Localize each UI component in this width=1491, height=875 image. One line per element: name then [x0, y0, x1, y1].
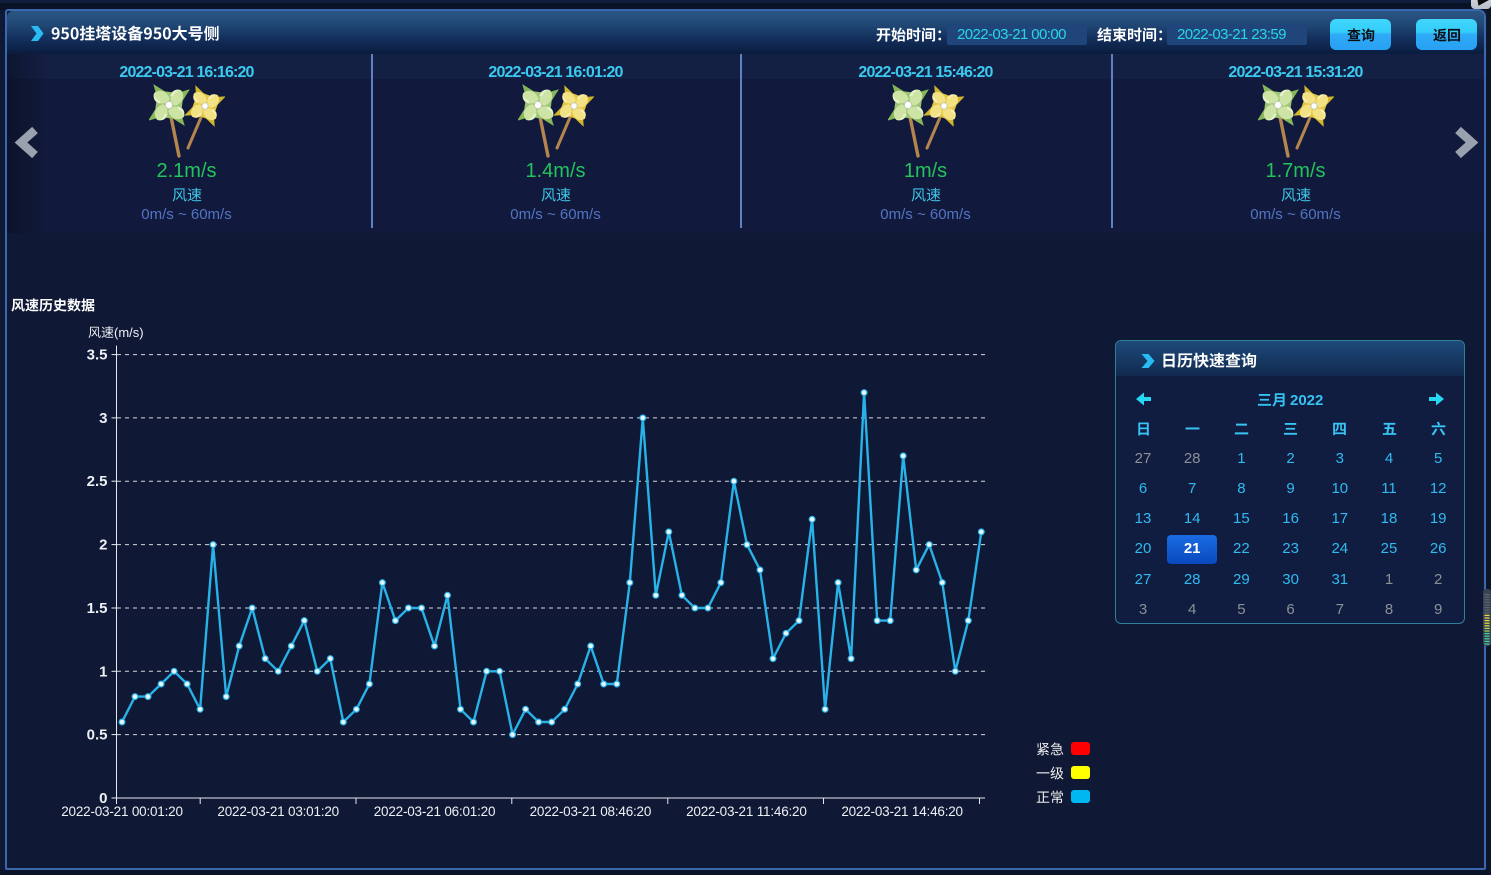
svg-text:2022-03-21 14:46:20: 2022-03-21 14:46:20 — [841, 804, 963, 819]
svg-text:0: 0 — [99, 790, 107, 807]
svg-text:1: 1 — [99, 663, 107, 680]
svg-text:2022-03-21 08:46:20: 2022-03-21 08:46:20 — [530, 804, 652, 819]
svg-text:2: 2 — [99, 537, 107, 554]
svg-text:2022-03-21 06:01:20: 2022-03-21 06:01:20 — [374, 804, 496, 819]
svg-text:2022-03-21 03:01:20: 2022-03-21 03:01:20 — [217, 804, 339, 819]
svg-text:2022-03-21 00:01:20: 2022-03-21 00:01:20 — [61, 804, 183, 819]
svg-text:2022-03-21 11:46:20: 2022-03-21 11:46:20 — [686, 804, 807, 819]
svg-text:3.5: 3.5 — [87, 347, 108, 364]
svg-text:0.5: 0.5 — [87, 727, 108, 744]
svg-text:1.5: 1.5 — [87, 600, 108, 617]
svg-text:2.5: 2.5 — [87, 473, 108, 490]
svg-text:3: 3 — [99, 410, 107, 427]
svg-text:(m/s): (m/s) — [114, 325, 144, 340]
